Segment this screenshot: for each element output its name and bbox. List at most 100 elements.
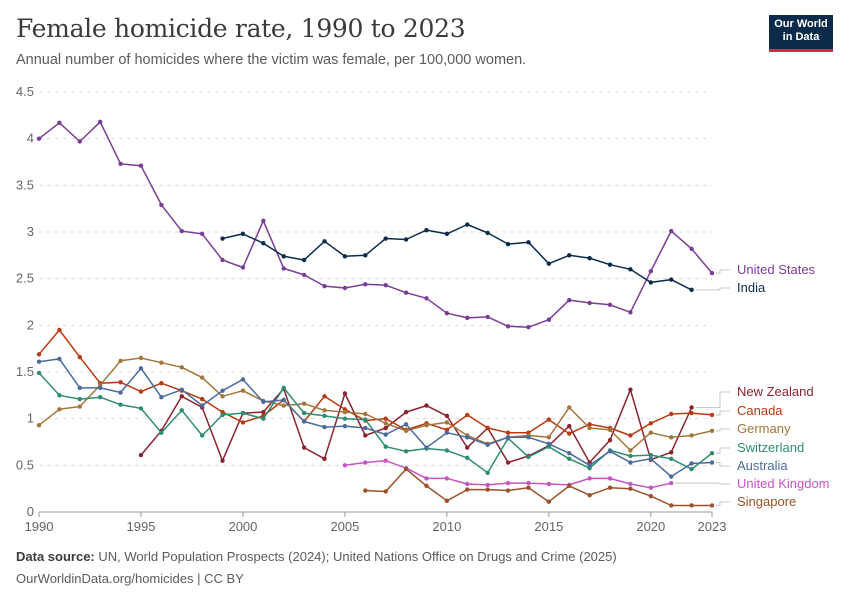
data-point xyxy=(505,241,511,247)
data-point xyxy=(138,389,144,394)
series-line[interactable] xyxy=(36,327,715,438)
data-point xyxy=(444,476,450,481)
label-connector xyxy=(695,287,730,291)
series-path xyxy=(38,121,713,328)
data-point xyxy=(465,222,470,227)
series-label[interactable]: Singapore xyxy=(737,494,796,509)
data-point xyxy=(342,409,348,415)
series-path xyxy=(38,329,713,437)
data-point xyxy=(546,481,552,487)
line-chart: 0 0.5 1 1.5 2 2.5 3 3.5 4 4.5 1990 1995 2000 2005 201… xyxy=(16,84,830,534)
data-point xyxy=(465,481,470,487)
data-point xyxy=(281,254,286,259)
data-point xyxy=(363,282,368,287)
data-point xyxy=(607,302,613,307)
data-point xyxy=(526,325,531,330)
data-point xyxy=(505,480,511,486)
series-label[interactable]: New Zealand xyxy=(737,384,814,399)
data-point xyxy=(648,269,654,274)
footer-link[interactable]: OurWorldinData.org/homicides | CC BY xyxy=(16,571,244,586)
data-point xyxy=(220,236,225,241)
data-point xyxy=(281,266,286,271)
data-point xyxy=(220,388,225,393)
data-point xyxy=(628,310,633,315)
data-point xyxy=(628,460,633,465)
data-point xyxy=(36,423,42,428)
series-label[interactable]: Germany xyxy=(737,421,791,436)
data-point xyxy=(342,254,348,259)
data-point xyxy=(97,385,103,391)
data-point xyxy=(138,355,144,361)
data-point xyxy=(322,456,327,461)
data-point xyxy=(628,433,633,438)
data-point xyxy=(485,470,490,475)
data-point xyxy=(607,449,613,454)
data-point xyxy=(118,161,123,167)
data-point xyxy=(567,423,572,429)
data-point xyxy=(363,417,368,422)
series-label[interactable]: India xyxy=(737,280,766,295)
data-point xyxy=(648,452,654,458)
data-point xyxy=(465,435,470,440)
data-point xyxy=(199,396,205,402)
y-tick-label: 0 xyxy=(27,504,34,519)
data-point xyxy=(383,425,388,431)
series-label[interactable]: Switzerland xyxy=(737,440,804,455)
data-point xyxy=(322,424,327,430)
series-line[interactable] xyxy=(36,119,715,330)
data-point xyxy=(669,503,674,508)
data-point xyxy=(485,487,490,492)
data-point xyxy=(669,228,674,234)
data-point xyxy=(322,413,327,419)
data-point xyxy=(444,413,450,419)
data-point xyxy=(342,463,348,468)
series-lines xyxy=(36,119,715,508)
data-point xyxy=(403,409,409,415)
data-source: Data source: UN, World Population Prospe… xyxy=(16,549,617,564)
data-point xyxy=(526,454,531,460)
data-point xyxy=(179,394,184,399)
data-point xyxy=(322,239,327,244)
data-point xyxy=(628,486,633,491)
data-point xyxy=(526,480,531,486)
y-tick-label: 1.5 xyxy=(16,364,34,379)
logo-line-1: Our World xyxy=(774,18,828,30)
data-point xyxy=(485,314,490,320)
data-point xyxy=(648,430,654,435)
data-point xyxy=(383,416,388,421)
data-point xyxy=(444,311,450,316)
data-point xyxy=(546,435,552,440)
data-point xyxy=(199,231,205,237)
series-line[interactable] xyxy=(220,222,694,293)
data-point xyxy=(669,277,674,282)
series-label[interactable]: United Kingdom xyxy=(737,476,830,491)
data-point xyxy=(342,423,348,429)
series-label[interactable]: Canada xyxy=(737,403,783,418)
data-point xyxy=(240,410,246,416)
data-point xyxy=(240,388,246,393)
data-point xyxy=(465,445,470,450)
series-path xyxy=(222,223,692,291)
data-point xyxy=(77,404,82,409)
data-point xyxy=(383,432,388,437)
data-point xyxy=(424,296,429,301)
y-tick-label: 4.5 xyxy=(16,84,34,99)
owid-logo[interactable]: Our World in Data xyxy=(769,15,833,52)
data-point xyxy=(465,412,470,418)
series-line[interactable] xyxy=(36,370,715,475)
data-point xyxy=(118,402,123,407)
series-label[interactable]: United States xyxy=(737,262,816,277)
data-point xyxy=(648,421,654,426)
data-point xyxy=(36,359,42,364)
data-point xyxy=(77,139,82,144)
series-line[interactable] xyxy=(363,466,715,508)
data-point xyxy=(669,435,674,440)
data-point xyxy=(485,442,490,447)
y-tick-label: 3.5 xyxy=(16,177,34,192)
data-point xyxy=(261,416,266,421)
data-point xyxy=(485,230,490,236)
series-line[interactable] xyxy=(36,356,715,479)
source-label: Data source: xyxy=(16,549,95,564)
series-label[interactable]: Australia xyxy=(737,458,788,473)
data-point xyxy=(628,387,633,392)
